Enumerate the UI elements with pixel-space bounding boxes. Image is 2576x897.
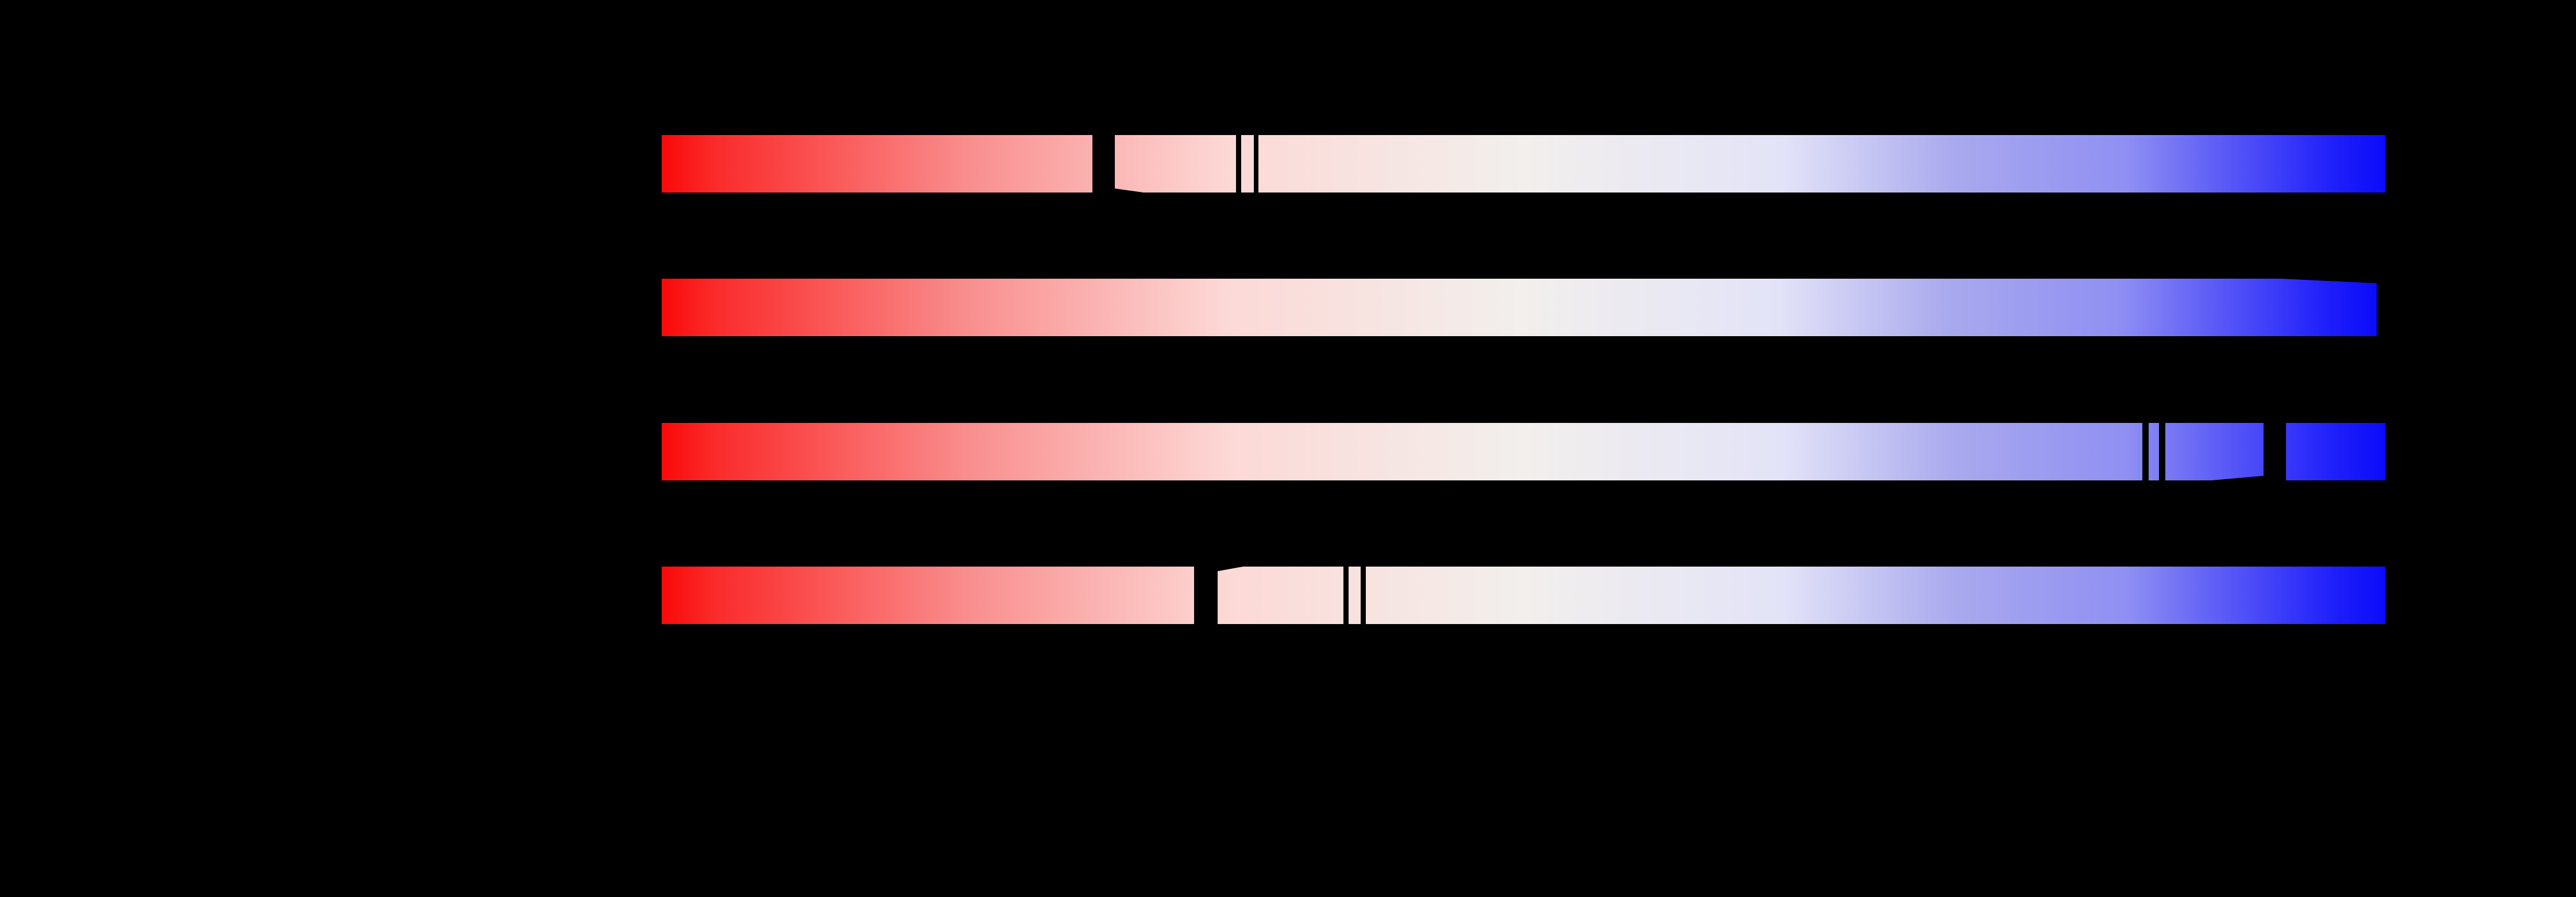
bar-gap	[1236, 134, 1241, 193]
sequence-bar-track-1	[662, 134, 2385, 193]
bar-gap	[2264, 422, 2286, 481]
bar-gap	[1092, 134, 1115, 193]
sequence-bar-track-3	[662, 422, 2385, 481]
bar-gap	[1194, 566, 1218, 625]
bar-gap	[1361, 566, 1366, 625]
bar-gap	[2142, 422, 2149, 481]
sequence-bar-track-4	[662, 566, 2385, 625]
bar-gap	[2159, 422, 2165, 481]
bar-gap	[1343, 566, 1349, 625]
sequence-bar-track-2	[662, 279, 2377, 336]
bar-gap	[1254, 134, 1258, 193]
